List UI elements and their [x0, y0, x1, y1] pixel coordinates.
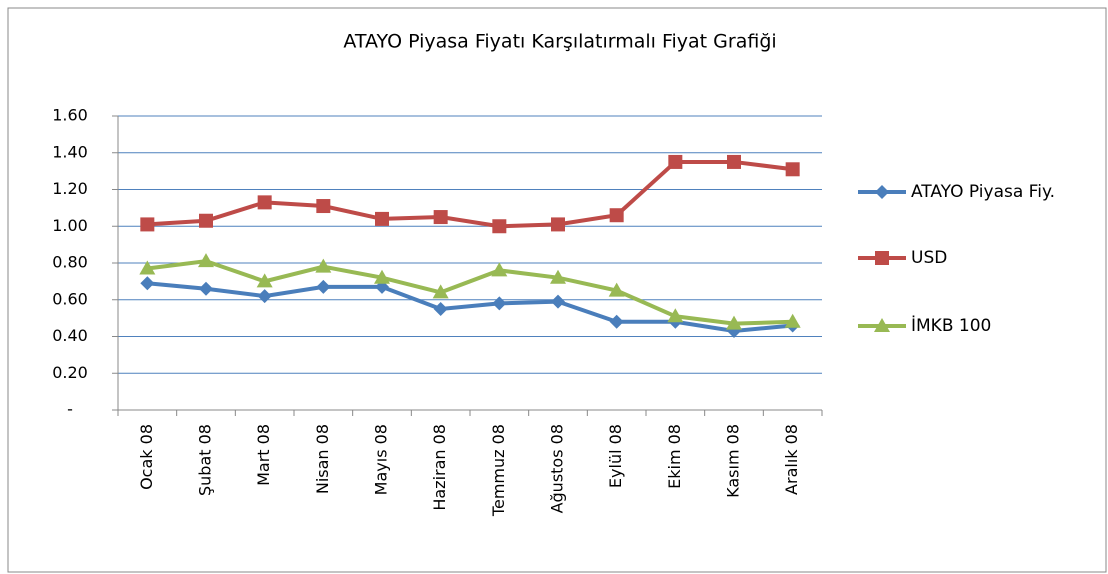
x-tick-label: Mayıs 08: [372, 424, 391, 495]
marker: [491, 262, 508, 277]
legend-label: USD: [911, 248, 948, 268]
y-tick-label: 0.40: [52, 326, 88, 345]
y-tick-label: 1.20: [52, 179, 88, 198]
marker: [551, 217, 565, 232]
x-tick-label: Ocak 08: [137, 424, 156, 490]
marker: [608, 282, 625, 297]
marker: [199, 281, 213, 296]
marker: [727, 154, 741, 169]
y-tick-label: 1.40: [52, 142, 88, 161]
x-tick-label: Nisan 08: [313, 424, 332, 494]
marker: [375, 211, 389, 226]
y-tick-label: 0.20: [52, 363, 88, 382]
series-line: [147, 281, 793, 334]
marker: [551, 294, 565, 309]
legend-label: İMKB 100: [911, 316, 992, 336]
marker: [374, 269, 390, 284]
marker: [492, 219, 507, 234]
marker: [199, 213, 213, 228]
marker: [784, 313, 801, 328]
marker: [609, 208, 624, 223]
marker: [257, 195, 272, 210]
marker: [316, 279, 331, 294]
marker: [198, 253, 214, 268]
x-tick-label: Ağustos 08: [548, 424, 567, 513]
y-tick-label: 1.60: [52, 106, 88, 125]
marker: [726, 315, 742, 330]
x-tick-label: Şubat 08: [196, 424, 215, 496]
marker: [315, 258, 332, 273]
x-tick-label: Ekim 08: [665, 424, 684, 489]
x-tick-label: Temmuz 08: [489, 424, 508, 517]
x-tick-label: Aralık 08: [782, 424, 801, 495]
y-tick-label: 1.00: [52, 216, 88, 235]
x-tick-label: Haziran 08: [430, 424, 449, 511]
marker: [785, 162, 800, 177]
x-tick-label: Kasım 08: [724, 424, 743, 498]
marker: [668, 154, 683, 169]
legend-label: ATAYO Piyasa Fiy.: [911, 182, 1055, 202]
series-line: [147, 159, 793, 229]
marker: [492, 296, 507, 311]
x-tick-label: Eylül 08: [606, 424, 625, 488]
marker: [140, 217, 155, 232]
marker: [433, 301, 448, 316]
marker: [875, 251, 889, 265]
marker: [875, 185, 889, 199]
marker: [874, 318, 890, 332]
chart-title: ATAYO Piyasa Fiyatı Karşılatırmalı Fiyat…: [343, 31, 776, 53]
y-tick-label: 0.60: [52, 289, 88, 308]
marker: [550, 269, 566, 284]
chart-frame: [7, 7, 1107, 573]
marker: [432, 284, 449, 299]
marker: [140, 276, 155, 291]
marker: [139, 260, 156, 275]
y-tick-label: 0.80: [52, 253, 88, 272]
x-tick-label: Mart 08: [254, 424, 273, 486]
marker: [316, 199, 331, 214]
series-line: [147, 259, 793, 326]
marker: [433, 210, 448, 225]
marker: [256, 273, 273, 288]
y-tick-label: -: [67, 400, 73, 419]
marker: [257, 289, 272, 304]
marker: [609, 314, 624, 329]
marker: [667, 308, 684, 323]
